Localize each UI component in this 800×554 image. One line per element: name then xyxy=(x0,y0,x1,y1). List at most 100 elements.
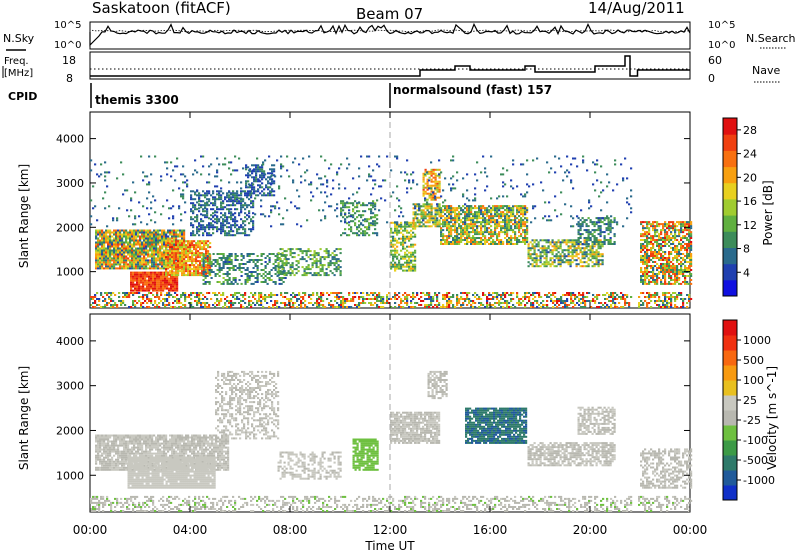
data-cell xyxy=(408,231,411,234)
data-cell xyxy=(254,259,257,261)
data-cell xyxy=(179,244,182,247)
data-cell xyxy=(173,256,176,259)
data-cell xyxy=(247,186,250,189)
data-cell xyxy=(390,261,393,264)
data-cell xyxy=(222,202,225,205)
data-cell xyxy=(163,261,166,264)
data-cell xyxy=(374,202,377,205)
data-cell xyxy=(595,229,598,232)
data-cell xyxy=(228,210,231,213)
data-cell xyxy=(255,166,258,169)
data-cell xyxy=(315,274,318,277)
data-cell xyxy=(169,272,172,275)
data-cell xyxy=(151,257,154,260)
data-cell xyxy=(458,217,461,220)
data-cell xyxy=(155,241,158,244)
data-cell xyxy=(190,298,193,300)
data-cell xyxy=(311,258,314,261)
data-cell xyxy=(153,235,156,238)
data-cell xyxy=(199,252,202,255)
data-cell xyxy=(268,279,271,281)
data-cell xyxy=(450,211,453,214)
data-cell xyxy=(440,235,443,238)
data-cell xyxy=(176,287,179,290)
data-cell xyxy=(458,225,461,228)
data-cell xyxy=(432,217,435,220)
data-cell xyxy=(144,289,147,292)
data-cell xyxy=(157,249,160,252)
data-cell xyxy=(157,267,160,270)
data-cell xyxy=(650,249,653,251)
data-cell xyxy=(490,237,493,239)
data-cell xyxy=(107,243,110,246)
data-cell xyxy=(313,272,316,275)
data-cell xyxy=(204,275,207,277)
data-cell xyxy=(346,222,349,225)
data-cell xyxy=(240,253,243,255)
data-cell xyxy=(450,205,453,208)
data-cell xyxy=(390,231,393,234)
data-cell xyxy=(177,266,180,269)
data-cell xyxy=(325,248,328,251)
data-cell xyxy=(109,245,112,248)
data-cell xyxy=(134,277,137,280)
data-cell xyxy=(181,242,184,245)
data-cell xyxy=(668,223,671,226)
data-cell xyxy=(426,186,429,189)
data-cell xyxy=(194,208,197,211)
data-cell xyxy=(350,226,353,229)
data-cell xyxy=(593,251,596,254)
data-cell xyxy=(170,277,173,280)
data-cell xyxy=(333,274,336,277)
data-cell xyxy=(137,257,140,260)
data-cell xyxy=(609,223,612,226)
data-cell xyxy=(342,216,345,219)
data-cell xyxy=(172,285,175,288)
data-cell xyxy=(141,253,144,256)
data-cell xyxy=(676,245,679,247)
data-cell xyxy=(167,235,170,238)
data-cell xyxy=(646,267,649,269)
data-cell xyxy=(605,239,608,241)
data-cell xyxy=(125,263,128,266)
data-cell xyxy=(526,233,529,236)
data-cell xyxy=(520,233,523,236)
data-cell xyxy=(510,213,513,216)
data-cell xyxy=(595,253,598,256)
data-cell xyxy=(642,221,645,224)
data-cell xyxy=(664,271,667,273)
data-cell xyxy=(149,259,152,262)
data-cell xyxy=(674,275,677,277)
data-cell xyxy=(579,249,582,252)
data-cell xyxy=(500,227,503,230)
data-cell xyxy=(654,281,657,283)
data-cell xyxy=(496,239,499,241)
data-cell xyxy=(280,277,283,279)
data-cell xyxy=(597,265,600,268)
data-cell xyxy=(167,237,170,240)
data-cell xyxy=(484,209,487,212)
data-cell xyxy=(690,265,693,267)
data-cell xyxy=(366,232,369,235)
data-cell xyxy=(664,267,667,269)
data-cell xyxy=(295,248,298,251)
data-cell xyxy=(121,253,124,256)
data-cell xyxy=(682,245,685,247)
data-cell xyxy=(168,279,171,282)
data-cell xyxy=(434,207,437,210)
data-cell xyxy=(214,204,217,207)
data-cell xyxy=(264,265,267,267)
data-cell xyxy=(144,294,147,296)
data-cell xyxy=(686,269,689,271)
data-cell xyxy=(117,249,120,252)
data-cell xyxy=(575,241,578,244)
data-cell xyxy=(127,259,130,262)
data-cell xyxy=(218,228,221,231)
data-cell xyxy=(212,202,215,205)
data-cell xyxy=(162,289,165,292)
data-cell xyxy=(132,294,135,296)
data-cell xyxy=(234,212,237,215)
data-cell xyxy=(660,279,663,281)
data-cell xyxy=(189,274,192,277)
data-cell xyxy=(263,194,266,197)
